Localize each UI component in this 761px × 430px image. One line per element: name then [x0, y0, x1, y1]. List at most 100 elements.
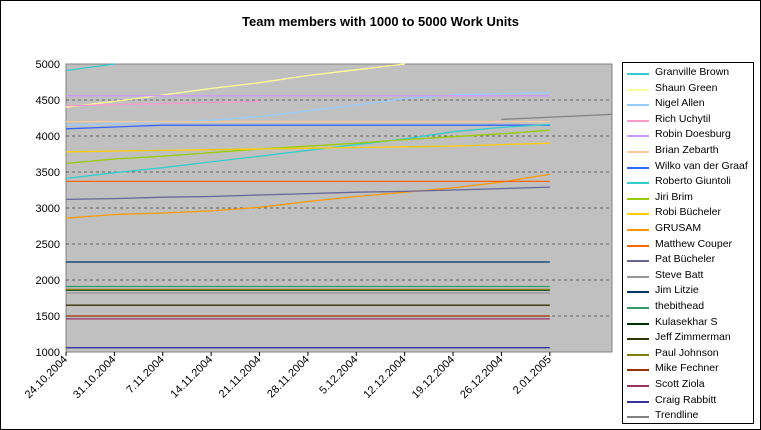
legend-item: Robin Doesburg: [627, 128, 753, 143]
legend-item: Jeff Zimmerman: [627, 331, 753, 346]
legend-swatch: [627, 104, 649, 107]
legend-label: Robin Doesburg: [655, 128, 731, 141]
legend-label: Rich Uchytil: [655, 112, 711, 125]
legend-label: Mike Fechner: [655, 362, 719, 375]
legend-label: Jeff Zimmerman: [655, 331, 731, 344]
x-tick-label: 28.11.2004: [265, 354, 312, 401]
legend-item: Pat Bücheler: [627, 253, 753, 268]
legend-swatch: [627, 416, 649, 419]
legend-swatch: [627, 291, 649, 294]
legend-swatch: [627, 400, 649, 403]
legend-swatch: [627, 353, 649, 356]
legend-label: Trendline: [655, 409, 699, 422]
legend-label: Pat Bücheler: [655, 253, 716, 266]
legend-swatch: [627, 151, 649, 153]
legend-label: GRUSAM: [655, 222, 702, 234]
legend-item: Mike Fechner: [627, 362, 753, 377]
x-tick-label: 14.11.2004: [168, 354, 215, 401]
legend-item: Robi Bücheler: [627, 206, 753, 221]
legend-swatch: [627, 229, 649, 231]
x-tick-label: 26.12.2004: [458, 354, 505, 401]
legend-item: Brian Zebarth: [627, 144, 753, 159]
legend-item: Scott Ziola: [627, 378, 753, 393]
legend-swatch: [627, 275, 649, 278]
legend-label: Granville Brown: [655, 66, 730, 78]
series-line-2: [65, 92, 550, 126]
x-tick-label: 2.01.2005: [511, 354, 554, 397]
y-tick-label: 4500: [36, 95, 60, 107]
y-tick-label: 2000: [36, 275, 60, 287]
x-tick-label: 24.10.2004: [23, 354, 70, 401]
legend-label: Matthew Couper: [655, 237, 733, 250]
y-tick-label: 2500: [36, 239, 60, 251]
y-tick-label: 1000: [36, 347, 60, 359]
legend-label: Jim Litzie: [655, 284, 699, 297]
legend-swatch: [627, 182, 649, 185]
y-tick-label: 5000: [36, 59, 60, 71]
legend-label: Kulasekhar S: [655, 315, 718, 328]
legend-item: Jim Litzie: [627, 284, 753, 299]
legend-label: Brian Zebarth: [655, 144, 719, 156]
legend-item: Craig Rabbitt: [627, 394, 753, 409]
legend-swatch: [627, 119, 649, 122]
legend-item: Shaun Green: [627, 82, 753, 97]
legend-swatch: [627, 307, 649, 309]
legend-label: Craig Rabbitt: [655, 393, 717, 406]
legend-item: Trendline: [627, 409, 753, 424]
legend-item: Nigel Allen: [627, 97, 753, 112]
legend-label: Roberto Giuntoli: [655, 175, 731, 188]
series-line-22: [501, 113, 613, 121]
legend-label: Wilko van der Graaf: [655, 159, 748, 172]
legend-swatch: [627, 88, 649, 91]
legend-swatch: [627, 338, 649, 341]
legend-item: thebithead: [627, 300, 753, 315]
legend: Granville Brown Shaun Green Nigel Allen Ric…: [622, 62, 754, 424]
legend-label: Paul Johnson: [655, 346, 719, 359]
series-line-0: [65, 63, 115, 72]
legend-label: Steve Batt: [655, 268, 704, 281]
legend-swatch: [627, 385, 649, 387]
chart-title: Team members with 1000 to 5000 Work Unit…: [242, 14, 519, 29]
legend-label: Robi Bücheler: [655, 206, 721, 219]
y-tick-label: 4000: [36, 131, 60, 143]
legend-swatch: [627, 197, 649, 200]
x-tick-label: 7.11.2004: [124, 354, 167, 397]
series-line-7: [65, 123, 550, 180]
x-tick-label: 31.10.2004: [71, 354, 118, 401]
series-line-10: [65, 173, 550, 219]
legend-swatch: [627, 369, 649, 372]
legend-swatch: [627, 213, 649, 216]
x-tick-label: 12.12.2004: [361, 354, 408, 401]
legend-item: Rich Uchytil: [627, 113, 753, 128]
series-line-9: [65, 142, 550, 153]
legend-item: Matthew Couper: [627, 238, 753, 253]
x-tick-label: 21.11.2004: [217, 354, 264, 401]
legend-item: Granville Brown: [627, 66, 753, 81]
series-line-8: [65, 129, 550, 165]
legend-swatch: [627, 166, 649, 169]
y-tick-label: 3000: [36, 203, 60, 215]
y-tick-label: 3500: [36, 167, 60, 179]
series-line-12: [65, 186, 550, 201]
legend-item: Steve Batt: [627, 269, 753, 284]
series-line-1: [65, 63, 405, 108]
legend-label: Jiri Brim: [655, 190, 693, 203]
legend-swatch: [627, 322, 649, 325]
legend-swatch: [627, 135, 649, 138]
series-line-6: [65, 124, 550, 130]
legend-item: Wilko van der Graaf: [627, 160, 753, 175]
legend-label: thebithead: [655, 300, 705, 312]
legend-item: Paul Johnson: [627, 347, 753, 362]
legend-label: Shaun Green: [655, 81, 718, 94]
series-line-3: [65, 100, 260, 107]
legend-swatch: [627, 260, 649, 263]
x-tick-label: 5.12.2004: [317, 354, 360, 397]
legend-item: GRUSAM: [627, 222, 753, 237]
y-tick-label: 1500: [36, 311, 60, 323]
legend-item: Roberto Giuntoli: [627, 175, 753, 190]
legend-swatch: [627, 244, 649, 247]
legend-label: Nigel Allen: [655, 97, 705, 110]
legend-item: Kulasekhar S: [627, 316, 753, 331]
legend-item: Jiri Brim: [627, 191, 753, 206]
legend-swatch: [627, 73, 649, 75]
